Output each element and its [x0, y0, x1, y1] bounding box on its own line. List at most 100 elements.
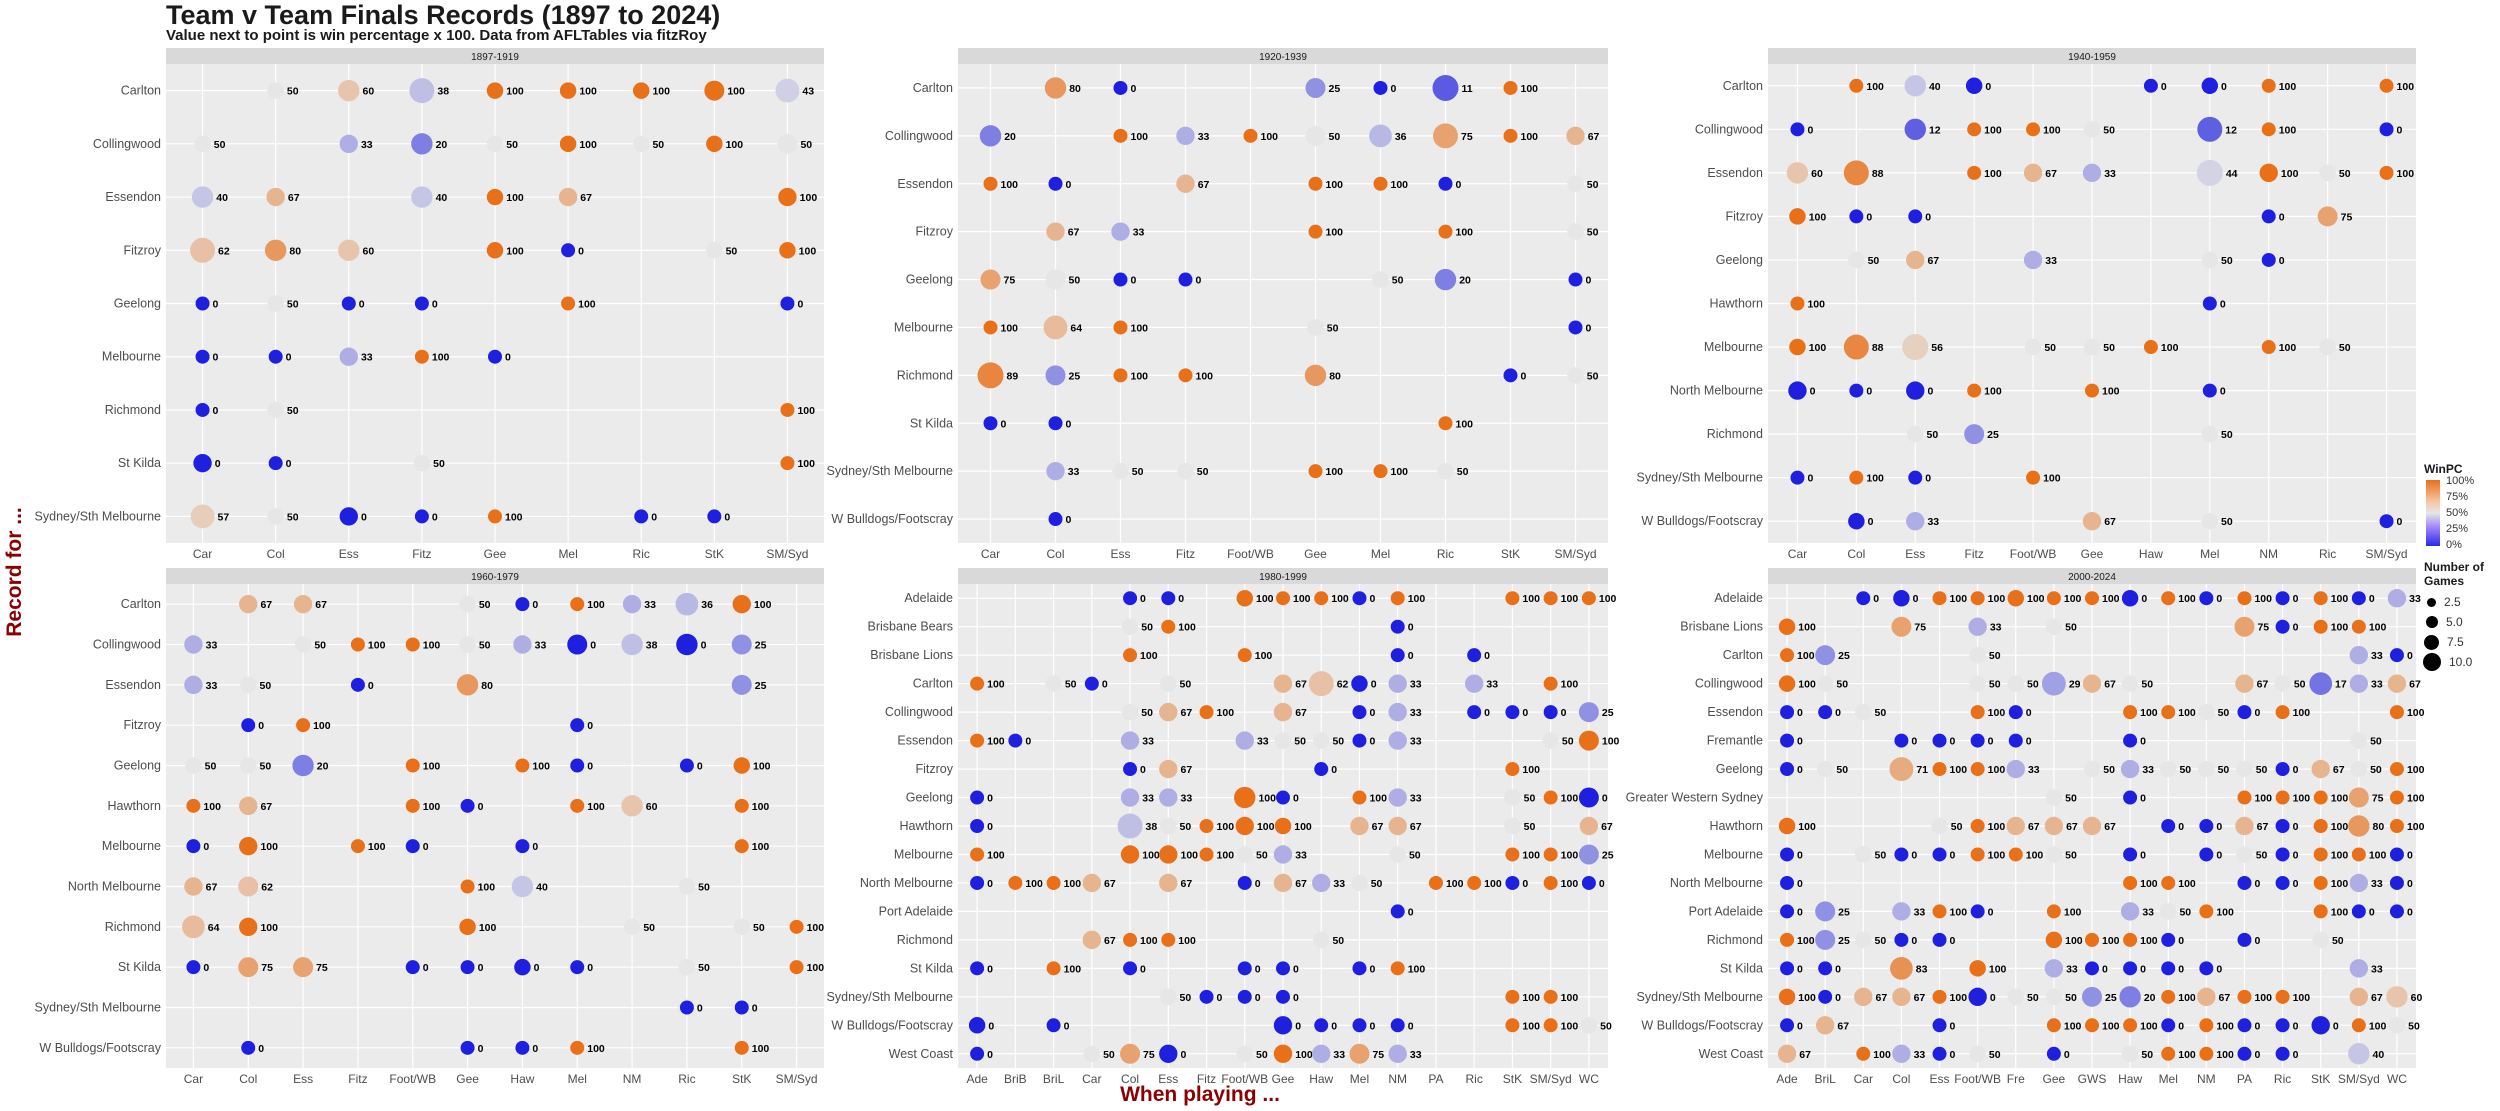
- y-tick-label: Sydney/Sth Melbourne: [35, 1001, 162, 1015]
- data-label: 0: [1140, 764, 1146, 776]
- x-tick-label: Ess: [1110, 547, 1130, 561]
- data-label: 100: [1484, 878, 1502, 890]
- data-point: [1818, 961, 1833, 976]
- data-point: [1273, 845, 1293, 864]
- data-point: [632, 82, 650, 99]
- data-point: [1113, 320, 1128, 335]
- data-point: [2275, 762, 2290, 777]
- data-point: [488, 349, 502, 364]
- data-label: 33: [2028, 764, 2040, 776]
- data-point: [2349, 645, 2369, 665]
- data-point: [570, 798, 585, 813]
- data-point: [2275, 619, 2290, 634]
- data-label: 100: [260, 841, 278, 853]
- x-tick-label: Foot/WB: [389, 1072, 436, 1086]
- data-label: 40: [436, 192, 448, 204]
- data-label: 0: [361, 511, 367, 523]
- x-tick-label: SM/Syd: [2366, 547, 2408, 561]
- data-point: [1932, 733, 1947, 748]
- data-label: 67: [2257, 821, 2269, 833]
- data-point: [1816, 675, 1834, 692]
- data-label: 0: [2333, 1020, 2339, 1032]
- data-label: 100: [1988, 849, 2006, 861]
- data-point: [1778, 675, 1796, 692]
- data-label: 0: [752, 1003, 758, 1015]
- data-label: 100: [2178, 992, 2196, 1004]
- data-label: 0: [2397, 516, 2403, 528]
- data-point: [1567, 223, 1584, 240]
- y-tick-label: North Melbourne: [860, 876, 953, 890]
- facet-strip: [1768, 48, 2416, 64]
- data-label: 50: [2256, 764, 2268, 776]
- data-point: [2008, 847, 2023, 862]
- data-point: [1312, 873, 1331, 893]
- data-label: 100: [1257, 821, 1275, 833]
- data-point: [733, 757, 750, 774]
- data-label: 100: [2102, 593, 2120, 605]
- data-point: [2313, 819, 2328, 833]
- data-label: 100: [2027, 593, 2045, 605]
- x-tick-label: Ric: [678, 1072, 695, 1086]
- data-label: 50: [259, 680, 271, 692]
- data-point: [1892, 987, 1911, 1007]
- data-point: [2274, 675, 2291, 692]
- data-label: 62: [1337, 679, 1349, 691]
- data-point: [2388, 1017, 2406, 1034]
- data-point: [1176, 126, 1195, 146]
- y-tick-label: W Bulldogs/Footscray: [831, 512, 953, 526]
- data-point: [1467, 875, 1482, 890]
- data-point: [1373, 464, 1388, 479]
- facet-strip: [958, 48, 1608, 64]
- data-point: [405, 839, 420, 854]
- data-point: [1908, 209, 1923, 224]
- data-point: [2121, 675, 2139, 692]
- data-point: [486, 188, 504, 206]
- data-point: [1816, 760, 1834, 778]
- data-label: 50: [314, 640, 326, 652]
- data-label: 100: [1561, 1020, 1579, 1032]
- data-label: 100: [1988, 821, 2006, 833]
- data-point: [2161, 989, 2176, 1004]
- data-point: [2120, 759, 2140, 779]
- data-point: [678, 958, 696, 976]
- data-label: 0: [432, 511, 438, 523]
- data-point: [2313, 790, 2328, 805]
- data-point: [1388, 1044, 1407, 1063]
- data-label: 0: [2407, 906, 2413, 918]
- data-point: [2313, 904, 2328, 919]
- data-point: [2123, 875, 2138, 890]
- y-tick-label: Richmond: [105, 403, 161, 417]
- data-label: 62: [218, 245, 230, 257]
- data-point: [239, 836, 258, 856]
- data-point: [1237, 989, 1252, 1004]
- x-tick-label: Haw: [2139, 547, 2163, 561]
- data-label: 50: [1329, 131, 1341, 143]
- data-point: [775, 78, 800, 103]
- data-label: 0: [1255, 992, 1261, 1004]
- data-label: 100: [1369, 793, 1387, 805]
- data-point: [789, 919, 804, 934]
- x-tick-label: Car: [184, 1072, 203, 1086]
- data-point: [2387, 674, 2407, 693]
- data-point: [1121, 618, 1139, 635]
- data-label: 100: [1255, 650, 1273, 662]
- data-point: [239, 796, 258, 816]
- data-label: 25: [1329, 83, 1341, 95]
- data-label: 100: [1295, 1049, 1313, 1061]
- data-point: [240, 676, 257, 694]
- facet-strip-label: 1897-1919: [471, 52, 519, 63]
- x-tick-label: Mel: [1371, 547, 1390, 561]
- data-point: [1780, 847, 1795, 862]
- data-point: [1907, 425, 1924, 443]
- data-label: 50: [1600, 1020, 1612, 1032]
- data-label: 67: [1104, 878, 1116, 890]
- data-label: 100: [260, 922, 278, 934]
- data-label: 0: [1295, 1020, 1301, 1032]
- data-point: [2026, 470, 2041, 485]
- data-label: 50: [753, 922, 765, 934]
- data-label: 0: [587, 962, 593, 974]
- data-label: 100: [1602, 736, 1620, 748]
- data-label: 12: [1929, 124, 1941, 136]
- data-point: [186, 960, 201, 975]
